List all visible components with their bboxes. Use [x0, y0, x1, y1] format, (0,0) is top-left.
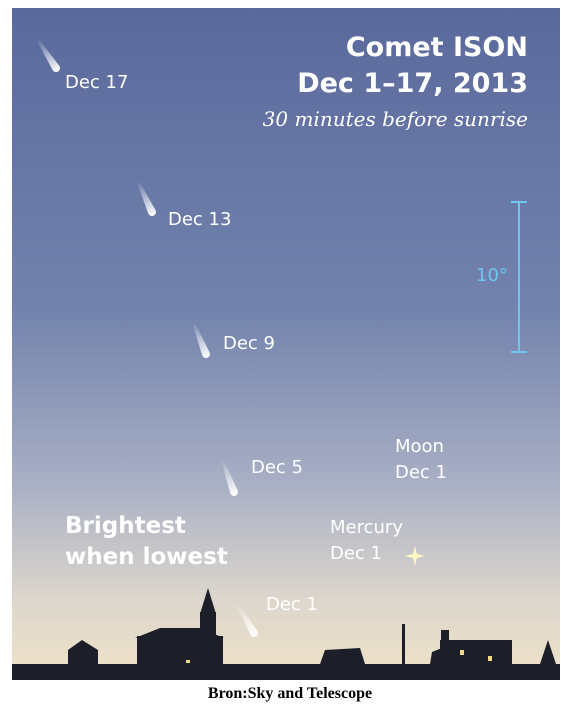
mercury-label: Dec 1	[330, 543, 382, 564]
title: Dec 1–17, 2013	[297, 68, 528, 99]
illustration: Comet ISON Dec 1–17, 2013 30 minutes bef…	[0, 0, 561, 704]
note: when lowest	[65, 544, 228, 570]
title: Comet ISON	[346, 32, 528, 63]
comet-label: Dec 17	[65, 72, 128, 93]
subtitle: 30 minutes before sunrise	[263, 107, 528, 131]
caption: Bron:Sky and Telescope	[208, 685, 372, 702]
comet-label: Dec 1	[266, 594, 318, 615]
moon-label: Dec 1	[395, 462, 447, 483]
mercury-label: Mercury	[330, 517, 403, 538]
comet-label: Dec 5	[251, 457, 303, 478]
comet-label: Dec 13	[168, 209, 231, 230]
comet-label: Dec 9	[223, 333, 275, 354]
note: Brightest	[65, 513, 186, 539]
moon-label: Moon	[395, 436, 444, 457]
scale-label: 10°	[476, 265, 508, 286]
page: Comet ISON Dec 1–17, 2013 30 minutes bef…	[0, 0, 561, 704]
